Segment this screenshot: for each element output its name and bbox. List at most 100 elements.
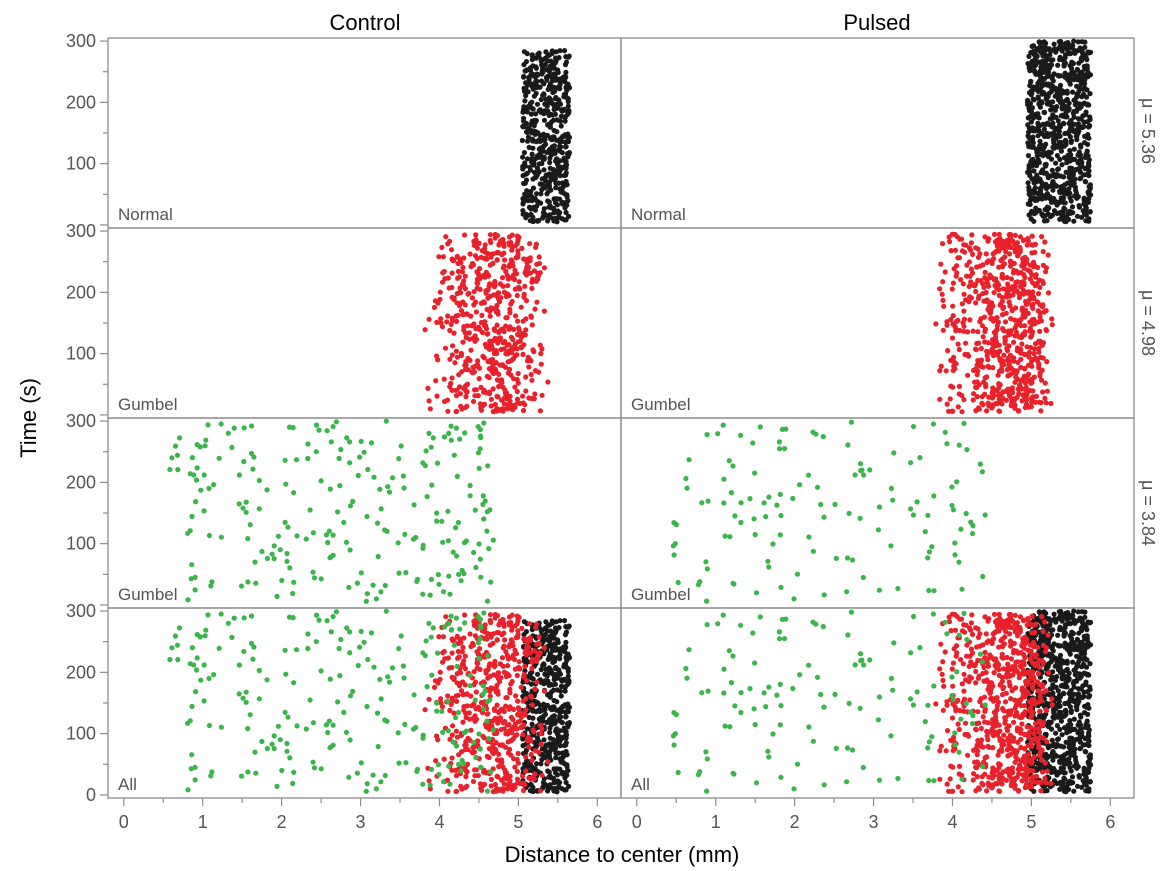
point-pulsed-normal — [1041, 170, 1047, 176]
point-control-gumbel_green — [375, 553, 381, 560]
point-control-all-gumbel_green — [448, 613, 454, 619]
point-control-normal — [528, 188, 534, 195]
point-control-all-gumbel_green — [243, 699, 249, 705]
point-pulsed-normal — [1025, 61, 1031, 67]
point-pulsed-all-gumbel_red — [996, 628, 1002, 634]
point-control-normal — [529, 198, 535, 204]
point-control-gumbel_green — [377, 486, 383, 492]
point-control-all-gumbel_red — [472, 633, 478, 639]
point-control-gumbel_red — [510, 356, 516, 362]
point-control-all-normal — [549, 707, 555, 713]
point-control-all-normal — [543, 619, 549, 625]
point-control-all-gumbel_red — [515, 634, 521, 640]
point-control-all-normal — [556, 734, 562, 740]
point-pulsed-normal — [1046, 46, 1052, 52]
point-control-all-gumbel_green — [259, 738, 265, 745]
point-control-all-gumbel_red — [441, 648, 447, 655]
point-control-all-gumbel_red — [453, 728, 459, 734]
point-control-all-normal — [551, 741, 557, 748]
point-pulsed-normal — [1029, 90, 1035, 96]
point-control-all-gumbel_red — [451, 675, 457, 681]
point-pulsed-normal — [1025, 153, 1032, 159]
point-control-all-gumbel_red — [485, 675, 491, 681]
point-control-gumbel_green — [189, 455, 195, 461]
point-pulsed-gumbel_red — [961, 308, 967, 314]
point-control-gumbel_green — [203, 437, 209, 443]
point-pulsed-normal — [1069, 69, 1075, 75]
point-pulsed-all-gumbel_red — [1045, 632, 1051, 638]
point-control-gumbel_green — [487, 507, 493, 513]
point-control-all-gumbel_red — [532, 686, 538, 692]
point-pulsed-gumbel_red — [944, 401, 950, 407]
point-pulsed-all-normal — [1047, 686, 1053, 692]
point-control-normal — [558, 138, 565, 145]
point-pulsed-all-normal — [1056, 667, 1063, 673]
point-control-all-normal — [544, 628, 550, 634]
point-control-all-gumbel_green — [323, 722, 329, 728]
point-pulsed-all-normal — [1078, 655, 1084, 662]
point-control-all-gumbel_green — [453, 715, 459, 721]
point-control-all-normal — [542, 748, 549, 754]
point-pulsed-gumbel_red — [982, 326, 989, 332]
point-control-gumbel_green — [241, 458, 247, 465]
point-control-normal — [524, 188, 530, 194]
point-pulsed-normal — [1061, 191, 1067, 197]
point-control-gumbel_red — [468, 347, 474, 353]
point-control-all-gumbel_green — [193, 689, 199, 695]
point-control-all-gumbel_red — [449, 650, 455, 656]
point-control-all-normal — [541, 681, 547, 687]
point-control-gumbel_green — [253, 580, 259, 586]
point-pulsed-gumbel_red — [1024, 242, 1030, 248]
point-control-all-gumbel_green — [283, 671, 289, 677]
point-control-all-gumbel_red — [538, 731, 544, 737]
point-control-all-gumbel_red — [492, 707, 498, 714]
point-pulsed-all-normal — [1062, 776, 1068, 782]
point-control-gumbel_red — [460, 299, 466, 305]
point-pulsed-all-gumbel_red — [995, 752, 1001, 758]
panel-frame-control-gumbel_green — [107, 417, 622, 609]
point-pulsed-normal — [1083, 218, 1089, 224]
point-control-all-gumbel_red — [459, 749, 465, 755]
point-control-all-normal — [560, 754, 566, 760]
point-control-gumbel_red — [538, 361, 544, 367]
point-control-all-gumbel_red — [477, 666, 483, 673]
point-control-gumbel_red — [439, 244, 445, 250]
point-control-all-gumbel_red — [501, 775, 508, 781]
point-control-gumbel_red — [466, 290, 472, 296]
point-control-gumbel_red — [441, 376, 447, 382]
point-control-all-gumbel_red — [468, 693, 474, 699]
y-tick-label: 0 — [86, 785, 96, 805]
point-pulsed-gumbel_red — [970, 251, 976, 257]
point-control-normal — [534, 101, 541, 107]
point-pulsed-normal — [1082, 210, 1088, 217]
point-pulsed-normal — [1079, 124, 1085, 131]
point-control-all-gumbel_green — [330, 742, 336, 748]
point-pulsed-all-normal — [1073, 736, 1079, 743]
point-pulsed-all-normal — [1050, 757, 1056, 763]
point-control-all-normal — [545, 678, 551, 684]
point-control-gumbel_green — [175, 467, 181, 473]
point-control-normal — [550, 89, 556, 96]
point-pulsed-gumbel_red — [1031, 350, 1037, 357]
point-control-all-normal — [549, 714, 555, 720]
point-control-all-normal — [565, 666, 571, 672]
point-pulsed-all-gumbel_red — [1008, 656, 1015, 662]
point-pulsed-gumbel_red — [944, 319, 950, 325]
point-control-all-normal — [553, 718, 559, 724]
point-control-all-gumbel_green — [282, 647, 288, 653]
point-pulsed-normal — [1060, 195, 1067, 201]
x-tick-label: 0 — [632, 812, 642, 832]
point-control-all-gumbel_green — [488, 769, 494, 775]
point-pulsed-normal — [1071, 121, 1077, 127]
point-control-all-gumbel_red — [472, 718, 478, 724]
point-pulsed-all-gumbel_red — [1005, 735, 1011, 741]
point-pulsed-gumbel_red — [963, 340, 969, 346]
point-pulsed-all-gumbel_red — [981, 694, 988, 700]
point-control-all-normal — [524, 726, 531, 732]
point-control-normal — [544, 103, 550, 109]
point-control-gumbel_red — [462, 273, 468, 279]
point-control-gumbel_green — [347, 503, 354, 509]
point-pulsed-normal — [1035, 125, 1041, 131]
point-pulsed-normal — [1061, 59, 1068, 65]
point-control-gumbel_green — [446, 573, 452, 579]
